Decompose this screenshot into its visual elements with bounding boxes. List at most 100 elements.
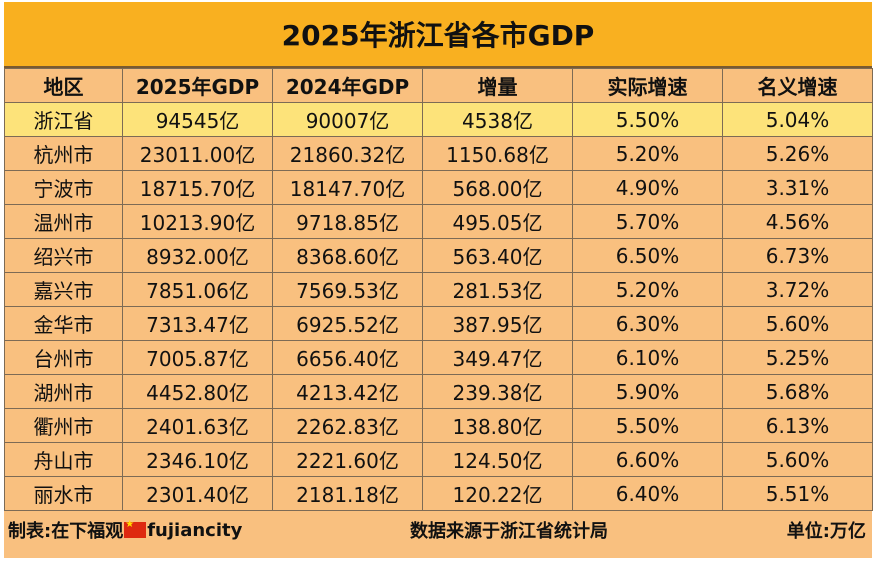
cell-nominal-growth: 6.13%: [722, 408, 873, 443]
cell-real-growth: 5.50%: [572, 102, 723, 137]
cell-real-growth: 6.60%: [572, 442, 723, 477]
cell-gdp-2024: 6925.52亿: [272, 306, 423, 341]
cell-gdp-2024: 6656.40亿: [272, 340, 423, 375]
cell-nominal-growth: 3.72%: [722, 272, 873, 307]
cell-nominal-growth: 6.73%: [722, 238, 873, 273]
cell-region: 丽水市: [4, 476, 123, 511]
maker-label: 制表:在下福观: [8, 521, 124, 542]
cell-nominal-growth: 4.56%: [722, 204, 873, 239]
table-row: 台州市 7005.87亿 6656.40亿 349.47亿 6.10% 5.25…: [4, 340, 873, 375]
cell-gdp-2025: 2301.40亿: [122, 476, 273, 511]
cell-real-growth: 5.70%: [572, 204, 723, 239]
cell-region: 金华市: [4, 306, 123, 341]
cell-region: 台州市: [4, 340, 123, 375]
cell-real-growth: 5.20%: [572, 136, 723, 171]
cell-real-growth: 6.10%: [572, 340, 723, 375]
cell-increase: 387.95亿: [422, 306, 573, 341]
cell-gdp-2025: 7005.87亿: [122, 340, 273, 375]
cell-nominal-growth: 5.68%: [722, 374, 873, 409]
cell-gdp-2025: 8932.00亿: [122, 238, 273, 273]
cell-gdp-2024: 7569.53亿: [272, 272, 423, 307]
table-row: 丽水市 2301.40亿 2181.18亿 120.22亿 6.40% 5.51…: [4, 476, 873, 511]
cell-nominal-growth: 5.26%: [722, 136, 873, 171]
cell-real-growth: 4.90%: [572, 170, 723, 205]
cell-gdp-2025: 2401.63亿: [122, 408, 273, 443]
cell-increase: 281.53亿: [422, 272, 573, 307]
cell-gdp-2024: 18147.70亿: [272, 170, 423, 205]
table-title: 2025年浙江省各市GDP: [4, 2, 872, 68]
table-row: 嘉兴市 7851.06亿 7569.53亿 281.53亿 5.20% 3.72…: [4, 272, 873, 307]
cell-gdp-2025: 7313.47亿: [122, 306, 273, 341]
header-nominal-growth: 名义增速: [722, 68, 873, 103]
cell-gdp-2024: 4213.42亿: [272, 374, 423, 409]
cell-region: 杭州市: [4, 136, 123, 171]
cell-gdp-2024: 2221.60亿: [272, 442, 423, 477]
cell-increase: 1150.68亿: [422, 136, 573, 171]
header-increase: 增量: [422, 68, 573, 103]
header-region: 地区: [4, 68, 123, 103]
header-row: 地区 2025年GDP 2024年GDP 增量 实际增速 名义增速: [4, 68, 873, 103]
cell-real-growth: 6.40%: [572, 476, 723, 511]
table-row: 温州市 10213.90亿 9718.85亿 495.05亿 5.70% 4.5…: [4, 204, 873, 239]
cell-nominal-growth: 5.04%: [722, 102, 873, 137]
cell-increase: 124.50亿: [422, 442, 573, 477]
cell-real-growth: 5.20%: [572, 272, 723, 307]
cell-nominal-growth: 5.60%: [722, 442, 873, 477]
cell-region: 湖州市: [4, 374, 123, 409]
cell-region: 宁波市: [4, 170, 123, 205]
cell-region: 嘉兴市: [4, 272, 123, 307]
cell-gdp-2025: 18715.70亿: [122, 170, 273, 205]
cell-increase: 349.47亿: [422, 340, 573, 375]
cell-gdp-2024: 8368.60亿: [272, 238, 423, 273]
table-row: 舟山市 2346.10亿 2221.60亿 124.50亿 6.60% 5.60…: [4, 442, 873, 477]
cell-region: 温州市: [4, 204, 123, 239]
header-gdp-2025: 2025年GDP: [122, 68, 273, 103]
cell-increase: 563.40亿: [422, 238, 573, 273]
table-row: 金华市 7313.47亿 6925.52亿 387.95亿 6.30% 5.60…: [4, 306, 873, 341]
data-source: 数据来源于浙江省统计局: [410, 521, 608, 542]
cell-gdp-2024: 9718.85亿: [272, 204, 423, 239]
cell-region: 绍兴市: [4, 238, 123, 273]
table-row: 衢州市 2401.63亿 2262.83亿 138.80亿 5.50% 6.13…: [4, 408, 873, 443]
gdp-table-sheet: 2025年浙江省各市GDP 地区 2025年GDP 2024年GDP 增量 实际…: [4, 2, 873, 558]
gdp-table: 地区 2025年GDP 2024年GDP 增量 实际增速 名义增速 浙江省 94…: [4, 68, 873, 511]
cell-region: 浙江省: [4, 102, 123, 137]
cell-gdp-2025: 4452.80亿: [122, 374, 273, 409]
cell-nominal-growth: 5.51%: [722, 476, 873, 511]
cell-increase: 138.80亿: [422, 408, 573, 443]
cell-real-growth: 6.30%: [572, 306, 723, 341]
cell-region: 舟山市: [4, 442, 123, 477]
table-row: 宁波市 18715.70亿 18147.70亿 568.00亿 4.90% 3.…: [4, 170, 873, 205]
table-row: 绍兴市 8932.00亿 8368.60亿 563.40亿 6.50% 6.73…: [4, 238, 873, 273]
province-row: 浙江省 94545亿 90007亿 4538亿 5.50% 5.04%: [4, 102, 873, 137]
header-real-growth: 实际增速: [572, 68, 723, 103]
table-footer: 制表:在下福观 fujiancity 数据来源于浙江省统计局 单位:万亿: [4, 513, 872, 547]
cell-region: 衢州市: [4, 408, 123, 443]
maker-credit: 制表:在下福观 fujiancity: [8, 517, 242, 543]
cell-real-growth: 5.90%: [572, 374, 723, 409]
cell-gdp-2025: 2346.10亿: [122, 442, 273, 477]
cell-real-growth: 6.50%: [572, 238, 723, 273]
cell-increase: 495.05亿: [422, 204, 573, 239]
cell-nominal-growth: 5.25%: [722, 340, 873, 375]
header-gdp-2024: 2024年GDP: [272, 68, 423, 103]
unit-label: 单位:万亿: [786, 521, 866, 542]
cell-increase: 120.22亿: [422, 476, 573, 511]
china-flag-icon: [124, 519, 147, 538]
cell-gdp-2025: 10213.90亿: [122, 204, 273, 239]
cell-increase: 568.00亿: [422, 170, 573, 205]
table-row: 湖州市 4452.80亿 4213.42亿 239.38亿 5.90% 5.68…: [4, 374, 873, 409]
cell-gdp-2024: 2181.18亿: [272, 476, 423, 511]
maker-handle: fujiancity: [147, 519, 243, 541]
cell-increase: 239.38亿: [422, 374, 573, 409]
cell-real-growth: 5.50%: [572, 408, 723, 443]
cell-gdp-2025: 23011.00亿: [122, 136, 273, 171]
cell-increase: 4538亿: [422, 102, 573, 137]
cell-gdp-2025: 94545亿: [122, 102, 273, 137]
cell-gdp-2025: 7851.06亿: [122, 272, 273, 307]
cell-nominal-growth: 3.31%: [722, 170, 873, 205]
table-row: 杭州市 23011.00亿 21860.32亿 1150.68亿 5.20% 5…: [4, 136, 873, 171]
cell-gdp-2024: 90007亿: [272, 102, 423, 137]
cell-gdp-2024: 2262.83亿: [272, 408, 423, 443]
cell-gdp-2024: 21860.32亿: [272, 136, 423, 171]
